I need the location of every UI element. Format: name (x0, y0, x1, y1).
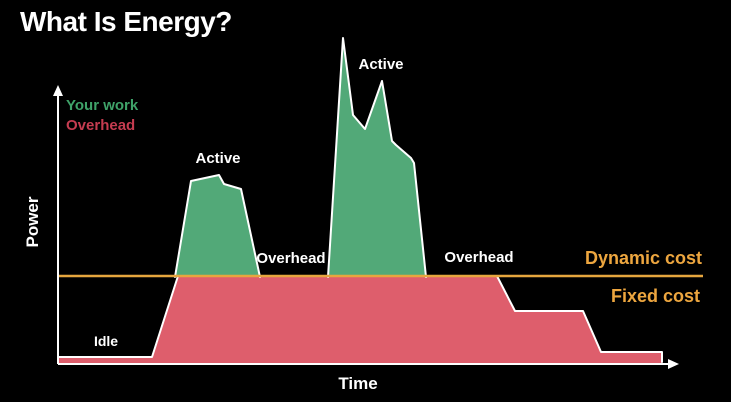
label-idle: Idle (93, 333, 119, 349)
y-axis-label: Power (23, 196, 42, 248)
x-axis-arrowhead (668, 359, 679, 369)
series-outline-your-work-burst-1 (174, 174, 261, 278)
slide-title: What Is Energy? (20, 6, 232, 37)
chart-legend: Your work Overhead (66, 96, 138, 136)
label-overhead-mid: Overhead (256, 250, 326, 267)
series-fill-overhead (58, 276, 662, 363)
series-outline-overhead (57, 275, 663, 363)
label-active-2: Active (358, 56, 404, 73)
label-overhead-right: Overhead (444, 249, 514, 266)
label-fixed-cost: Fixed cost (610, 286, 700, 306)
x-axis-label: Time (338, 374, 378, 393)
label-dynamic-cost: Dynamic cost (584, 248, 702, 268)
series-fill-your-work-burst-2 (328, 38, 426, 277)
series-fill-your-work-burst-1 (175, 175, 260, 277)
y-axis-arrowhead (53, 85, 63, 96)
legend-item-your-work: Your work (66, 97, 139, 114)
series-outline-your-work-burst-2 (327, 37, 427, 278)
legend-item-overhead: Overhead (66, 117, 136, 134)
label-active-1: Active (195, 150, 241, 167)
